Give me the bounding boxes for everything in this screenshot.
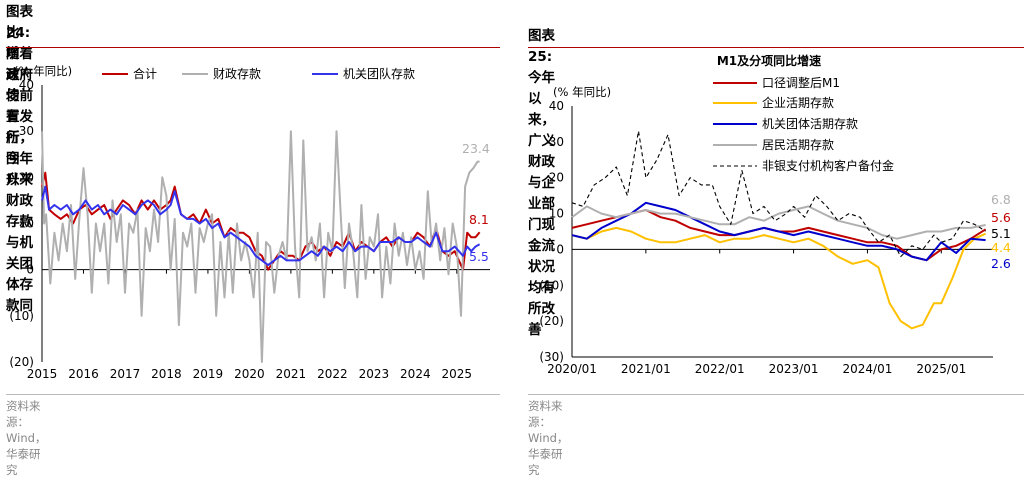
left-xtick-label: 2016 — [68, 367, 99, 381]
right-ytick-label: 0 — [556, 242, 564, 256]
right-legend-label-4: 居民活期存款 — [762, 138, 834, 152]
left-xtick-label: 2025 — [442, 367, 473, 381]
right-xtick-label: 2025/01 — [916, 362, 966, 376]
left-end-label-3: 5.5 — [469, 249, 489, 264]
left-legend-label-3: 机关团队存款 — [343, 66, 415, 81]
right-end-label-3: 5.1 — [991, 226, 1011, 241]
right-ytick-label: (30) — [539, 350, 564, 364]
right-xtick-label: 2020/01 — [547, 362, 597, 376]
left-ytick-label: 20 — [19, 170, 34, 184]
left-ylabel: (% 年同比) — [14, 64, 72, 78]
left-legend-label-1: 合计 — [133, 66, 157, 81]
left-series-line-2 — [41, 130, 480, 363]
right-chart: (% 年同比) (30) (20) (10) 0 10 20 30 40 2020/01 2021/… — [539, 53, 1011, 376]
right-legend-label-3: 机关团体活期存款 — [762, 117, 858, 131]
left-xtick-label: 2019 — [193, 367, 224, 381]
right-legend-label-5: 非银支付机构客户备付金 — [762, 158, 894, 173]
left-source: 资料来源：Wind，华泰研究 — [6, 399, 47, 477]
left-xtick-label: 2024 — [400, 367, 431, 381]
right-end-label-5: 2.6 — [991, 256, 1011, 271]
left-ytick-label: 30 — [19, 124, 34, 138]
right-series-line-2 — [571, 226, 987, 330]
right-ytick-label: (10) — [539, 278, 564, 292]
left-xtick-label: 2017 — [110, 367, 141, 381]
left-end-label-1: 23.4 — [462, 141, 490, 156]
left-xtick-label: 2018 — [151, 367, 182, 381]
right-ytick-label: 10 — [549, 207, 564, 221]
left-ytick-label: 0 — [26, 263, 34, 277]
left-xtick-label: 2015 — [27, 367, 58, 381]
right-ytick-label: (20) — [539, 314, 564, 328]
left-ytick-label: (20) — [9, 355, 34, 369]
left-ytick-label: 10 — [19, 217, 34, 231]
left-ytick-label: (10) — [9, 309, 34, 323]
left-source-rule — [6, 394, 500, 395]
left-legend-label-2: 财政存款 — [213, 67, 261, 81]
right-legend-label-2: 企业活期存款 — [762, 95, 834, 110]
right-title-rule — [528, 47, 1024, 48]
left-chart: (% 年同比) (20) (10) 0 10 20 30 40 2015 2016 2017 2018… — [9, 64, 490, 381]
left-series-line-3 — [41, 185, 481, 267]
left-title-rule — [6, 47, 500, 48]
right-series-line-5 — [571, 130, 986, 258]
right-ytick-label: 20 — [549, 171, 564, 185]
right-source-rule — [528, 394, 1024, 395]
left-chart-title-line2: 比增速均有所回升 — [6, 25, 20, 188]
right-ytick-label: 40 — [549, 99, 564, 113]
right-series-line-1 — [571, 209, 987, 262]
right-ytick-label: 30 — [549, 135, 564, 149]
right-xtick-label: 2021/01 — [621, 362, 671, 376]
right-xtick-label: 2023/01 — [769, 362, 819, 376]
left-xtick-label: 2021 — [276, 367, 307, 381]
right-ylabel: (% 年同比) — [553, 85, 611, 99]
right-source: 资料来源：Wind，华泰研究 — [528, 399, 569, 477]
right-chart-title: 图表25: 今年以来，广义财政与企业部门现金流状况均有所改善 — [528, 28, 555, 338]
left-xtick-label: 2023 — [359, 367, 390, 381]
right-legend-label-1: 口径调整后M1 — [762, 75, 840, 90]
right-series-line-3 — [571, 201, 986, 262]
left-end-label-2: 8.1 — [469, 212, 489, 227]
right-end-label-4: 4.4 — [991, 240, 1011, 255]
right-xtick-label: 2024/01 — [843, 362, 893, 376]
left-ytick-label: 40 — [19, 78, 34, 92]
right-end-label-2: 5.6 — [991, 210, 1011, 225]
left-xtick-label: 2022 — [317, 367, 348, 381]
right-inner-title: M1及分项同比增速 — [717, 53, 821, 68]
left-chart-title-line1: 图表24: 随着政府债前置发行，今年以来财政存款与机关团体存款同 — [6, 4, 33, 314]
left-xtick-label: 2020 — [234, 367, 265, 381]
right-xtick-label: 2022/01 — [695, 362, 745, 376]
right-end-label-1: 6.8 — [991, 192, 1011, 207]
right-series-line-4 — [571, 205, 986, 240]
